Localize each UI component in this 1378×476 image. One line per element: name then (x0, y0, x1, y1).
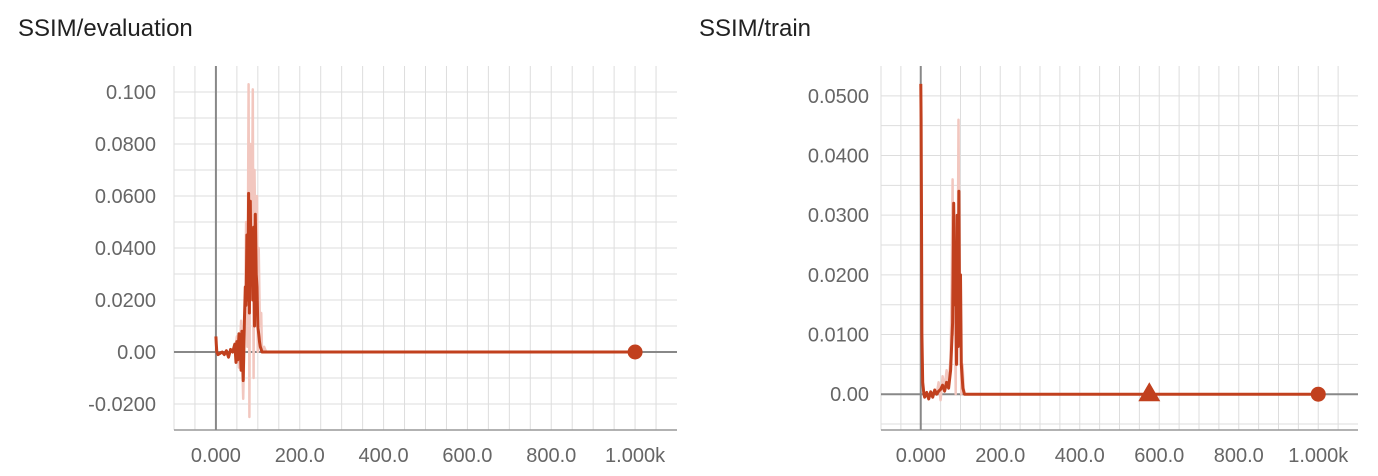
x-tick-label: 200.0 (275, 445, 325, 467)
y-tick-label: 0.0200 (95, 290, 156, 312)
x-tick-label: 400.0 (359, 445, 409, 467)
x-gridlines (900, 66, 1339, 430)
x-tick-label: 200.0 (975, 445, 1025, 467)
y-tick-label: 0.0500 (808, 86, 869, 108)
y-tick-label: 0.0400 (95, 238, 156, 260)
y-tick-label: -0.0200 (88, 394, 156, 416)
x-tick-label: 0.000 (896, 445, 946, 467)
x-tick-label: 600.0 (442, 445, 492, 467)
chart-panel-ssim-train: SSIM/train 0.0500 0.0400 0.0300 0.0200 0.010… (689, 0, 1378, 476)
chart-plot-ssim-evaluation[interactable]: 0.100 0.0800 0.0600 0.0400 0.0200 0.00 -0.0200… (0, 0, 689, 476)
y-tick-label: 0.00 (830, 384, 869, 406)
chart-title: SSIM/train (699, 15, 812, 42)
x-tick-label: 0.000 (191, 445, 241, 467)
series-smoothed-line[interactable] (919, 83, 1319, 401)
chart-plot-ssim-train[interactable]: 0.0500 0.0400 0.0300 0.0200 0.0100 0.00 0.000 2… (689, 0, 1378, 476)
y-tick-label: 0.100 (106, 82, 156, 104)
y-tick-label: 0.0200 (808, 265, 869, 287)
x-tick-label: 1.000k (1288, 445, 1349, 467)
chart-title: SSIM/evaluation (18, 15, 193, 42)
y-tick-label: 0.0800 (95, 134, 156, 156)
x-tick-label: 800.0 (1214, 445, 1264, 467)
x-tick-label: 800.0 (526, 445, 576, 467)
x-tick-label: 1.000k (605, 445, 666, 467)
hover-marker[interactable] (1138, 382, 1161, 402)
y-tick-label: 0.0100 (808, 325, 869, 347)
y-tick-label: 0.0600 (95, 186, 156, 208)
chart-panel-ssim-evaluation: SSIM/evaluation 0.100 0.0800 0.0600 0.0400 0… (0, 0, 689, 476)
x-tick-label: 400.0 (1055, 445, 1105, 467)
endpoint-marker[interactable] (627, 344, 643, 360)
endpoint-marker[interactable] (1310, 386, 1326, 402)
x-tick-label: 600.0 (1134, 445, 1184, 467)
y-tick-label: 0.0400 (808, 146, 869, 168)
y-tick-label: 0.0300 (808, 205, 869, 227)
series-smoothed-line[interactable] (214, 191, 636, 383)
series-raw-line (233, 82, 268, 419)
y-tick-label: 0.00 (117, 342, 156, 364)
